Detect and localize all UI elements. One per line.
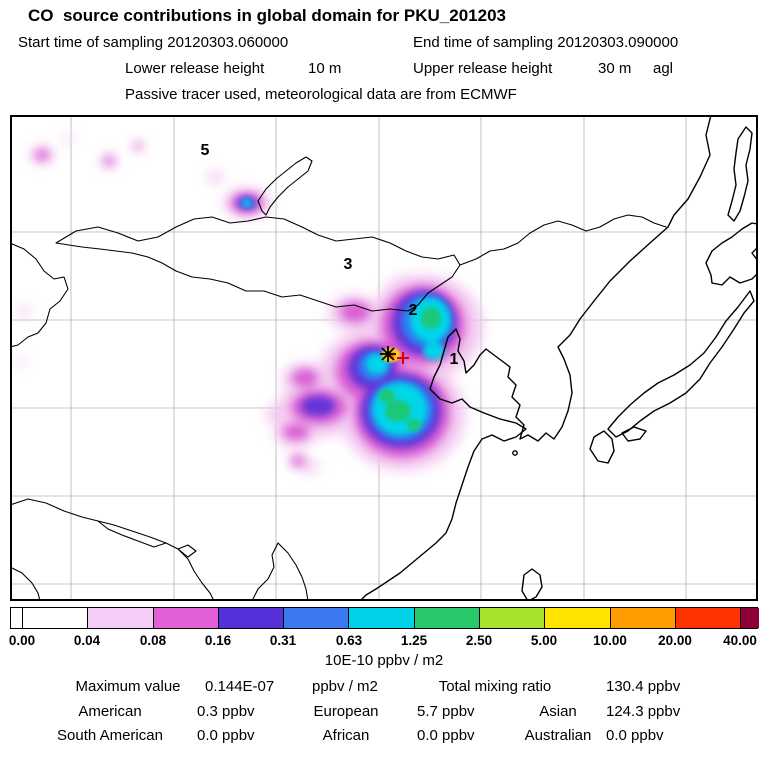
border-indochina-west <box>251 542 279 602</box>
colorbar-segment <box>349 608 415 628</box>
region-asian-value: 124.3 ppbv <box>606 703 681 720</box>
island-kyushu <box>589 430 615 464</box>
colorbar-tick: 0.00 <box>8 633 36 648</box>
source-marker-plus <box>397 352 409 364</box>
border-ne-china-russia <box>459 214 667 266</box>
border-nepal <box>97 520 167 548</box>
lake-baikal <box>257 156 313 216</box>
region-european-value: 5.7 ppbv <box>417 703 475 720</box>
colorbar-segment <box>480 608 546 628</box>
border-central-asia <box>9 242 69 348</box>
island-taiwan <box>521 568 543 602</box>
tracer-note: Passive tracer used, meteorological data… <box>125 86 517 103</box>
map-outlines <box>9 114 767 602</box>
colorbar-tick: 0.31 <box>269 633 297 648</box>
height-unit-label: agl <box>653 60 674 77</box>
coastline-mainland-asia <box>359 114 712 602</box>
region-australian-label: Australian <box>524 727 592 744</box>
plume-layer-green <box>379 307 441 431</box>
colorbar-segment <box>88 608 154 628</box>
colorbar-segment <box>610 608 676 628</box>
colorbar-tick: 0.63 <box>335 633 363 648</box>
colorbar-segment <box>218 608 285 628</box>
region-african-value: 0.0 ppbv <box>417 727 475 744</box>
page-title: CO source contributions in global domain… <box>28 6 506 25</box>
border-himalaya <box>9 498 215 602</box>
colorbar-tick: 10.00 <box>593 633 627 648</box>
region-european-label: European <box>313 703 379 720</box>
cluster-label-5: 5 <box>201 142 210 159</box>
lower-release-label: Lower release height <box>125 60 265 77</box>
colorbar-segment <box>414 608 481 628</box>
upper-release-label: Upper release height <box>413 60 553 77</box>
colorbar-tick: 0.08 <box>139 633 167 648</box>
region-african-label: African <box>322 727 370 744</box>
maximum-value-label: Maximum value <box>75 678 181 695</box>
region-american-label: American <box>78 703 142 720</box>
total-mixing-ratio-value: 130.4 ppbv <box>606 678 681 695</box>
colorbar-tick: 0.04 <box>73 633 101 648</box>
cluster-label-3: 3 <box>344 256 353 273</box>
lower-release-value: 10 m <box>308 60 342 77</box>
colorbar-tick: 20.00 <box>658 633 692 648</box>
island-honshu <box>607 290 755 438</box>
region-american-value: 0.3 ppbv <box>197 703 255 720</box>
island-shikoku <box>621 426 647 442</box>
colorbar-tick: 40.00 <box>723 633 757 648</box>
co-plume <box>15 135 483 473</box>
colorbar <box>10 607 760 629</box>
map-canvas: 5 3 2 1 <box>9 114 767 602</box>
colorbar-tick: 0.16 <box>204 633 232 648</box>
colorbar-tick: 5.00 <box>530 633 558 648</box>
colorbar-tick: 2.50 <box>465 633 493 648</box>
region-australian-value: 0.0 ppbv <box>606 727 664 744</box>
colorbar-segment <box>284 608 350 628</box>
cluster-label-1: 1 <box>450 351 459 368</box>
coastline-ganges <box>9 566 41 602</box>
map-svg: 5 3 2 1 <box>9 114 767 602</box>
sampling-end-label: End time of sampling 20120303.090000 <box>413 34 679 51</box>
sampling-start-label: Start time of sampling 20120303.060000 <box>18 34 289 51</box>
colorbar-units-label: 10E-10 ppbv / m2 <box>324 652 444 669</box>
colorbar-segment <box>23 608 89 628</box>
colorbar-tick: 1.25 <box>400 633 428 648</box>
source-marker-star <box>380 346 396 362</box>
map-frame <box>10 115 758 601</box>
upper-release-value: 30 m <box>598 60 632 77</box>
colorbar-segment <box>675 608 742 628</box>
island-sakhalin <box>727 126 753 222</box>
border-indochina-east <box>277 542 309 602</box>
region-south-american-label: South American <box>57 727 163 744</box>
island-jeju <box>512 450 518 456</box>
cluster-label-2: 2 <box>409 302 418 319</box>
maximum-value: 0.144E-07 <box>205 678 275 695</box>
region-south-american-value: 0.0 ppbv <box>197 727 255 744</box>
cluster-labels: 5 3 2 1 <box>201 142 459 368</box>
total-mixing-ratio-label: Total mixing ratio <box>438 678 552 695</box>
colorbar-segment <box>741 608 760 628</box>
region-asian-label: Asian <box>539 703 577 720</box>
colorbar-segment <box>545 608 611 628</box>
colorbar-segment <box>153 608 219 628</box>
border-mongolia <box>55 216 461 312</box>
colorbar-segment <box>11 608 23 628</box>
border-bhutan <box>177 544 197 558</box>
maximum-value-units: ppbv / m2 <box>312 678 378 695</box>
